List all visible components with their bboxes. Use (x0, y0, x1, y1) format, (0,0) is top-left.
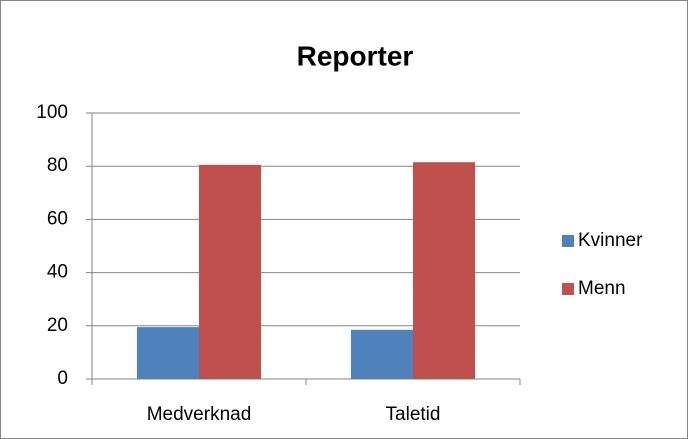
y-tick-label: 0 (57, 368, 68, 389)
legend-swatch (562, 235, 574, 247)
y-tick-label: 20 (47, 315, 68, 336)
legend-label: Kvinner (578, 230, 643, 251)
bar (350, 329, 413, 379)
y-tick-label: 60 (47, 208, 68, 229)
legend-swatch (562, 283, 574, 295)
x-tick-label: Medverknad (147, 404, 252, 425)
bar (413, 162, 476, 379)
y-tick-label: 80 (47, 155, 68, 176)
bar (136, 327, 199, 379)
bar (199, 164, 262, 379)
y-tick-label: 100 (36, 102, 68, 123)
legend-label: Menn (578, 278, 626, 299)
y-tick-label: 40 (47, 262, 68, 283)
x-tick-label: Taletid (386, 404, 441, 425)
chart-title: Reporter (297, 40, 414, 71)
